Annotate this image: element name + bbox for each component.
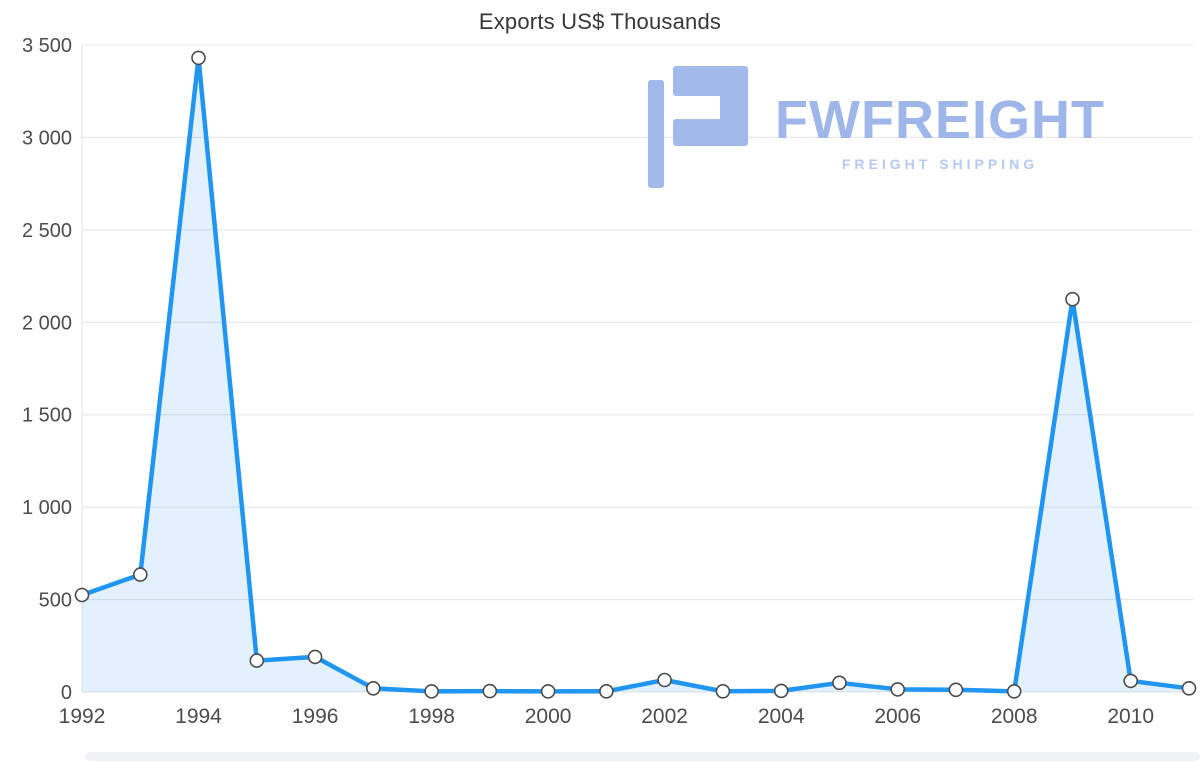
x-tick-label: 1992 <box>59 705 106 728</box>
data-point-marker <box>1006 684 1022 699</box>
data-point-marker <box>249 653 265 668</box>
data-point-marker <box>307 649 323 665</box>
x-tick-label: 2004 <box>758 705 805 728</box>
y-tick-label: 2 000 <box>22 312 72 334</box>
x-tick-label: 2008 <box>991 705 1038 728</box>
data-point-marker <box>599 683 614 699</box>
y-tick-label: 2 500 <box>22 220 72 242</box>
series-area <box>82 57 1189 692</box>
data-point-marker <box>74 587 90 603</box>
horizontal-scrollbar[interactable] <box>85 752 1200 761</box>
data-point-marker <box>1065 291 1080 307</box>
data-point-marker <box>191 50 206 66</box>
x-tick-label: 2010 <box>1107 705 1154 728</box>
x-tick-label: 2002 <box>641 705 688 728</box>
data-point-marker <box>1181 680 1197 696</box>
data-point-marker <box>424 684 439 699</box>
x-tick-label: 2006 <box>874 705 921 728</box>
x-tick-label: 1994 <box>175 705 222 728</box>
data-point-marker <box>715 683 731 699</box>
x-tick-label: 2000 <box>525 705 572 728</box>
data-point-marker <box>1123 673 1138 689</box>
x-tick-label: 1996 <box>292 705 339 728</box>
data-point-marker <box>657 672 672 688</box>
data-point-marker <box>133 567 148 582</box>
data-point-marker <box>482 683 498 699</box>
data-point-marker <box>365 680 381 696</box>
y-tick-label: 3 500 <box>22 35 72 57</box>
y-tick-label: 500 <box>39 590 72 612</box>
x-tick-label: 1998 <box>408 705 455 728</box>
series-line <box>79 55 1192 694</box>
data-point-marker <box>540 684 556 699</box>
data-point-marker <box>948 682 964 698</box>
page-title: Exports US$ Thousands <box>478 9 722 34</box>
data-point-marker <box>890 682 906 697</box>
y-tick-label: 1 500 <box>22 405 72 427</box>
data-point-marker <box>773 683 789 699</box>
y-tick-label: 3 000 <box>22 127 72 149</box>
data-point-marker <box>832 675 847 691</box>
y-tick-label: 1 000 <box>22 497 72 519</box>
y-tick-label: 0 <box>61 682 72 704</box>
